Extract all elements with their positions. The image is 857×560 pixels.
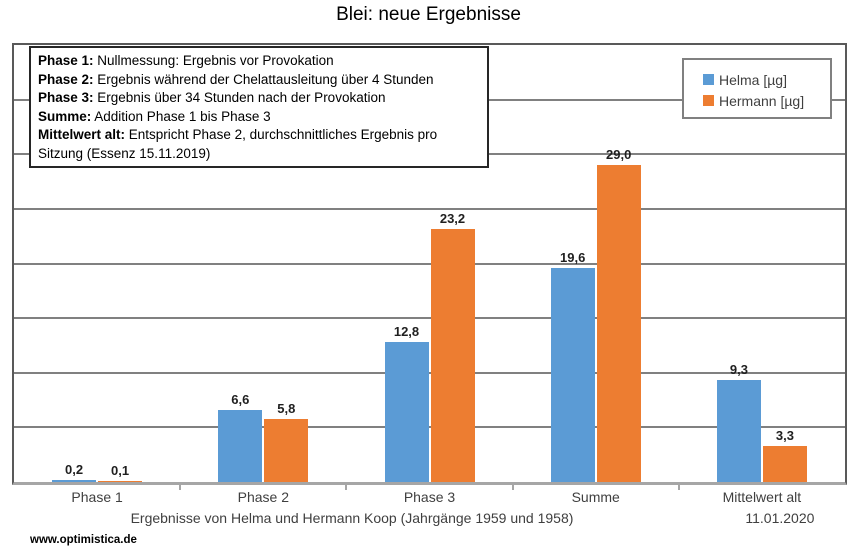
annotation-text: Ergebnis über 34 Stunden nach der Provok… — [93, 90, 386, 105]
hermann-series-swatch-icon — [703, 95, 714, 106]
annotation-line: Mittelwert alt: Entspricht Phase 2, durc… — [38, 126, 480, 163]
legend-item-hermann: Hermann [µg] — [703, 90, 830, 111]
gridline — [14, 426, 845, 429]
bar-helma-g-summe — [550, 267, 595, 482]
category-label-summe: Summe — [571, 489, 620, 505]
value-label-hermann-g-summe: 29,0 — [606, 147, 632, 163]
annotation-term: Summe: — [38, 108, 92, 124]
gridline — [14, 371, 845, 374]
annotation-term: Mittelwert alt: — [38, 127, 126, 142]
annotation-term: Phase 2: — [38, 71, 94, 87]
helma-series-swatch-icon — [703, 74, 714, 85]
category-sublabel-mittelwert-alt: 11.01.2020 — [745, 510, 815, 526]
value-label-helma-g-summe: 19,6 — [560, 249, 586, 265]
chart-title: Blei: neue Ergebnisse — [336, 4, 521, 25]
bar-hermann-g-phase-1 — [98, 480, 143, 482]
bar-hermann-g-phase-2 — [264, 418, 309, 482]
annotation-box: Phase 1: Nullmessung: Ergebnis vor Provo… — [29, 46, 489, 168]
annotation-term: Phase 1: — [38, 53, 94, 68]
bar-helma-g-phase-3 — [384, 342, 429, 482]
axis-tick-icon — [345, 485, 348, 490]
bar-helma-g-mittelwert-alt — [716, 380, 761, 482]
value-label-helma-g-phase-3: 12,8 — [393, 324, 420, 340]
value-label-helma-g-mittelwert-alt: 9,3 — [729, 362, 748, 378]
annotation-text: Nullmessung: Ergebnis vor Provokation — [93, 53, 334, 68]
annotation-text: Entspricht Phase 2, durchschnittliches E… — [38, 127, 438, 161]
axis-tick-icon — [179, 485, 182, 490]
website-label: www.optimistica.de — [30, 534, 137, 546]
annotation-line: Phase 3: Ergebnis über 34 Stunden nach d… — [38, 89, 480, 108]
bar-hermann-g-summe — [596, 165, 641, 482]
bar-hermann-g-phase-3 — [430, 228, 475, 482]
axis-tick-icon — [511, 485, 514, 490]
legend: Helma [µg] Hermann [µg] — [682, 58, 832, 119]
category-label-phase-2: Phase 2 — [237, 489, 289, 505]
axis-tick-icon — [677, 485, 680, 490]
gridline — [14, 317, 845, 320]
category-label-mittelwert-alt: Mittelwert alt — [722, 489, 802, 505]
x-axis-title: Ergebnisse von Helma und Hermann Koop (J… — [130, 510, 574, 526]
annotation-text: Ergebnis während der Chelattausleitung ü… — [93, 71, 434, 87]
bar-helma-g-phase-1 — [52, 479, 97, 482]
value-label-hermann-g-phase-2: 5,8 — [277, 400, 296, 416]
legend-label: Helma [µg] — [719, 71, 787, 88]
value-label-hermann-g-phase-1: 0,1 — [111, 462, 130, 478]
bar-helma-g-phase-2 — [218, 409, 263, 482]
value-label-helma-g-phase-1: 0,2 — [65, 461, 84, 477]
value-label-hermann-g-mittelwert-alt: 3,3 — [775, 427, 794, 443]
value-label-helma-g-phase-2: 6,6 — [231, 391, 250, 407]
gridline — [14, 207, 845, 210]
category-label-phase-1: Phase 1 — [71, 489, 123, 505]
annotation-line: Phase 1: Nullmessung: Ergebnis vor Provo… — [38, 52, 480, 71]
annotation-line: Summe: Addition Phase 1 bis Phase 3 — [38, 108, 480, 127]
annotation-line: Phase 2: Ergebnis während der Chelattaus… — [38, 71, 480, 90]
annotation-term: Phase 3: — [38, 90, 94, 105]
gridline — [14, 262, 845, 265]
legend-item-helma: Helma [µg] — [703, 69, 830, 90]
category-label-phase-3: Phase 3 — [403, 489, 456, 505]
annotation-text: Addition Phase 1 bis Phase 3 — [91, 108, 271, 124]
value-label-hermann-g-phase-3: 23,2 — [439, 210, 466, 226]
legend-label: Hermann [µg] — [719, 92, 805, 109]
bar-hermann-g-mittelwert-alt — [762, 445, 807, 482]
